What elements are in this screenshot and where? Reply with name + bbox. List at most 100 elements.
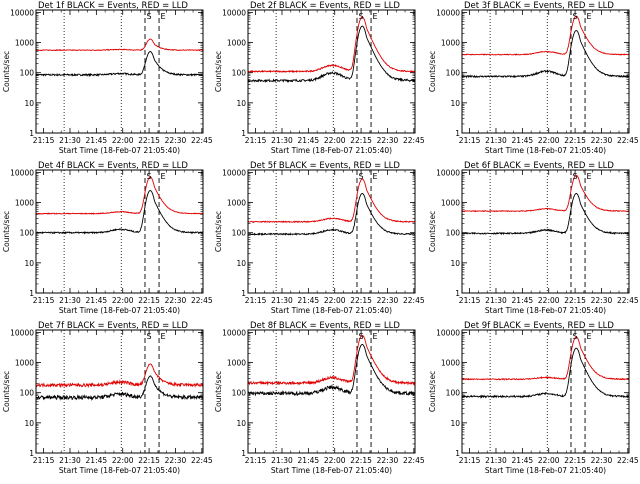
interval-marker-e: E [161, 172, 166, 181]
x-axis-label: Start Time (18-Feb-07 21:05:40) [271, 466, 392, 475]
x-tick-label: 22:15 [138, 296, 160, 305]
x-tick-label: 21:30 [59, 456, 81, 465]
panel-title: Det 8f BLACK = Events, RED = LLD [250, 321, 400, 331]
x-tick-label: 22:30 [591, 456, 613, 465]
y-tick-label: 10 [24, 419, 34, 428]
x-tick-label: 22:00 [112, 456, 134, 465]
x-tick-label: 21:45 [512, 296, 534, 305]
x-tick-label: 22:15 [350, 296, 372, 305]
series-line-lld [36, 38, 203, 52]
x-axis-label: Start Time (18-Feb-07 21:05:40) [271, 306, 392, 315]
interval-marker-e: E [373, 172, 378, 181]
y-tick-label: 10000 [222, 168, 246, 177]
y-tick-label: 1 [241, 129, 246, 138]
y-tick-label: 1000 [15, 39, 34, 48]
panel-title: Det 1f BLACK = Events, RED = LLD [38, 1, 188, 11]
x-tick-label: 22:30 [165, 456, 187, 465]
x-tick-label: 22:30 [377, 456, 399, 465]
panel-title: Det 6f BLACK = Events, RED = LLD [464, 161, 614, 171]
x-tick-label: 22:30 [165, 296, 187, 305]
interval-marker-s: S [146, 332, 151, 341]
y-tick-label: 100 [232, 69, 247, 78]
x-tick-label: 22:30 [377, 296, 399, 305]
interval-marker-e: E [587, 172, 592, 181]
interval-marker-s: S [146, 172, 151, 181]
series-line-lld [462, 336, 629, 381]
y-tick-label: 10000 [10, 168, 34, 177]
panel-det-3: Det 3f BLACK = Events, RED = LLD Counts/s… [428, 1, 639, 155]
series-line-lld [248, 16, 415, 74]
x-axis-label: Start Time (18-Feb-07 21:05:40) [59, 466, 180, 475]
x-tick-label: 22:15 [564, 456, 586, 465]
y-axis-label: Counts/sec [428, 371, 437, 412]
x-axis-label: Start Time (18-Feb-07 21:05:40) [485, 466, 606, 475]
panel-det-8: Det 8f BLACK = Events, RED = LLD Counts/s… [214, 321, 425, 475]
series-line-events [462, 347, 629, 399]
x-tick-label: 22:45 [617, 136, 639, 145]
panel-title: Det 2f BLACK = Events, RED = LLD [250, 1, 400, 11]
interval-marker-s: S [358, 12, 363, 21]
y-tick-label: 100 [20, 69, 35, 78]
x-tick-label: 21:15 [459, 456, 481, 465]
x-tick-label: 21:30 [59, 296, 81, 305]
interval-marker-e: E [373, 332, 378, 341]
y-tick-label: 1 [455, 449, 460, 458]
x-tick-label: 21:30 [485, 136, 507, 145]
x-tick-label: 22:15 [564, 296, 586, 305]
y-tick-label: 10 [236, 419, 246, 428]
interval-marker-s: S [572, 12, 577, 21]
y-tick-label: 10000 [436, 328, 460, 337]
y-tick-label: 100 [20, 229, 35, 238]
plot-frame [461, 169, 630, 294]
y-axis-label: Counts/sec [214, 51, 223, 92]
series-line-events [36, 51, 203, 78]
y-axis-label: Counts/sec [2, 211, 11, 252]
series-line-events [36, 190, 203, 235]
x-tick-label: 22:45 [191, 456, 213, 465]
panel-det-2: Det 2f BLACK = Events, RED = LLD Counts/s… [214, 1, 425, 155]
plot-frame [35, 9, 204, 134]
series-line-events [462, 30, 629, 79]
y-tick-label: 10 [24, 259, 34, 268]
interval-marker-e: E [373, 12, 378, 21]
y-tick-label: 10 [450, 99, 460, 108]
x-tick-label: 22:15 [138, 136, 160, 145]
interval-marker-s: S [358, 332, 363, 341]
interval-marker-e: E [161, 12, 166, 21]
x-tick-label: 22:45 [403, 136, 425, 145]
x-axis-label: Start Time (18-Feb-07 21:05:40) [59, 306, 180, 315]
panel-title: Det 5f BLACK = Events, RED = LLD [250, 161, 400, 171]
y-axis-label: Counts/sec [2, 51, 11, 92]
y-tick-label: 10 [450, 259, 460, 268]
y-tick-label: 10000 [10, 8, 34, 17]
series-line-events [462, 193, 629, 236]
x-tick-label: 22:30 [377, 136, 399, 145]
series-line-lld [462, 15, 629, 56]
x-tick-label: 21:15 [245, 456, 267, 465]
y-tick-label: 1 [241, 449, 246, 458]
y-tick-label: 100 [232, 229, 247, 238]
y-tick-label: 100 [446, 229, 461, 238]
y-tick-label: 1 [29, 289, 34, 298]
x-tick-label: 22:30 [591, 296, 613, 305]
y-tick-label: 1000 [441, 39, 460, 48]
x-tick-label: 22:00 [538, 456, 560, 465]
x-tick-label: 22:45 [403, 296, 425, 305]
plot-frame [35, 329, 204, 454]
x-tick-label: 22:45 [191, 136, 213, 145]
x-tick-label: 21:45 [298, 136, 320, 145]
interval-marker-s: S [572, 172, 577, 181]
interval-marker-s: S [146, 12, 151, 21]
x-tick-label: 21:15 [33, 296, 55, 305]
x-tick-label: 22:30 [591, 136, 613, 145]
x-tick-label: 21:30 [485, 456, 507, 465]
x-tick-label: 21:15 [245, 136, 267, 145]
y-tick-label: 10000 [222, 328, 246, 337]
x-tick-label: 22:00 [538, 136, 560, 145]
x-tick-label: 21:15 [459, 136, 481, 145]
x-axis-label: Start Time (18-Feb-07 21:05:40) [485, 306, 606, 315]
x-tick-label: 22:45 [403, 456, 425, 465]
x-tick-label: 21:30 [271, 296, 293, 305]
